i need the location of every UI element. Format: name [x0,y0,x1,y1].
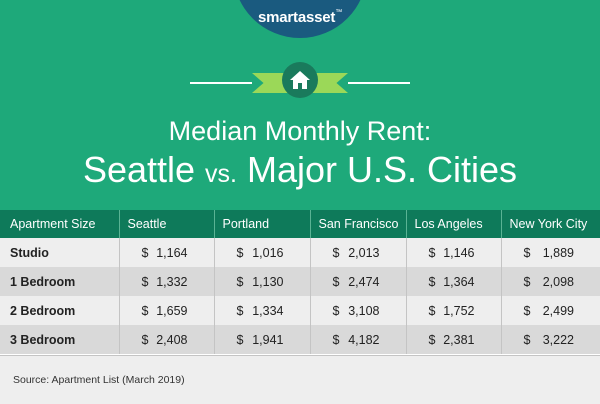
row-label: 1 Bedroom [0,267,119,296]
title-line-2: Seattle vs. Major U.S. Cities [0,149,600,191]
rent-value: 1,889 [542,245,574,260]
row-label: 3 Bedroom [0,325,119,354]
currency-symbol: $ [236,303,244,318]
column-header-seattle: Seattle [118,210,214,238]
source-note: Source: Apartment List (March 2019) [13,374,185,386]
rent-table: Apartment Size Seattle Portland San Francis… [0,210,600,354]
column-header-portland: Portland [213,210,310,238]
rent-value: 3,108 [348,303,380,318]
title-vs: vs. [205,160,237,188]
currency-symbol: $ [428,332,436,347]
row-label: 2 Bedroom [0,296,119,325]
rent-cell-san-francisco: $2,013 [309,238,406,267]
column-header-los-angeles: Los Angeles [405,210,501,238]
rent-value: 1,752 [443,303,475,318]
rent-value: 1,364 [443,274,475,289]
rent-value: 2,013 [348,245,380,260]
rent-value: 1,016 [252,245,284,260]
table-row: 3 Bedroom $2,408 $1,941 $4,182 $2,381 $3,222 [0,325,600,354]
rent-cell-new-york-city: $2,098 [500,267,600,296]
currency-symbol: $ [141,332,149,347]
brand-logo: smartasset™ [233,0,367,38]
rent-cell-seattle: $1,659 [118,296,214,325]
rent-cell-los-angeles: $1,364 [405,267,501,296]
divider-line-right [348,82,410,84]
currency-symbol: $ [332,274,340,289]
rent-cell-new-york-city: $2,499 [500,296,600,325]
currency-symbol: $ [141,303,149,318]
currency-symbol: $ [523,245,531,260]
rent-cell-seattle: $1,332 [118,267,214,296]
rent-value: 2,474 [348,274,380,289]
rent-cell-new-york-city: $1,889 [500,238,600,267]
rent-cell-san-francisco: $2,474 [309,267,406,296]
rent-cell-portland: $1,016 [213,238,310,267]
rent-value: 1,941 [252,332,284,347]
rent-value: 1,659 [156,303,188,318]
rent-value: 2,408 [156,332,188,347]
divider-line-left [190,82,252,84]
rent-value: 2,499 [542,303,574,318]
title-line-1: Median Monthly Rent: [168,116,432,146]
currency-symbol: $ [236,274,244,289]
table-body: Studio $1,164 $1,016 $2,013 $1,146 $1,889 1 Be… [0,238,600,354]
rent-cell-seattle: $1,164 [118,238,214,267]
column-header-new-york-city: New York City [500,210,600,238]
column-header-apartment-size: Apartment Size [0,210,119,238]
currency-symbol: $ [523,274,531,289]
rent-value: 3,222 [542,332,574,347]
rent-value: 4,182 [348,332,380,347]
brand-name: smartasset [257,9,336,26]
currency-symbol: $ [428,303,436,318]
rent-cell-san-francisco: $4,182 [309,325,406,354]
rent-value: 1,334 [252,303,284,318]
currency-symbol: $ [141,245,149,260]
currency-symbol: $ [141,274,149,289]
table-header-row: Apartment Size Seattle Portland San Francis… [0,210,600,238]
currency-symbol: $ [332,303,340,318]
rent-cell-san-francisco: $3,108 [309,296,406,325]
rent-value: 1,146 [443,245,475,260]
rent-value: 2,098 [542,274,574,289]
currency-symbol: $ [428,245,436,260]
rent-value: 1,164 [156,245,188,260]
header-banner: smartasset™ Median Monthly Rent: Seattle… [0,0,600,210]
row-label: Studio [0,238,119,267]
title-city: Seattle [82,149,206,190]
rent-cell-portland: $1,130 [213,267,310,296]
currency-symbol: $ [332,245,340,260]
source-footer: Source: Apartment List (March 2019) [0,355,600,404]
rent-value: 1,332 [156,274,188,289]
currency-symbol: $ [332,332,340,347]
currency-symbol: $ [428,274,436,289]
title-comparison: Major U.S. Cities [236,149,518,190]
rent-value: 1,130 [252,274,284,289]
table-row: 1 Bedroom $1,332 $1,130 $2,474 $1,364 $2,098 [0,267,600,296]
currency-symbol: $ [523,303,531,318]
currency-symbol: $ [236,332,244,347]
currency-symbol: $ [236,245,244,260]
rent-cell-los-angeles: $1,752 [405,296,501,325]
table-row: Studio $1,164 $1,016 $2,013 $1,146 $1,889 [0,238,600,267]
rent-cell-portland: $1,941 [213,325,310,354]
rent-cell-los-angeles: $2,381 [405,325,501,354]
rent-cell-new-york-city: $3,222 [500,325,600,354]
currency-symbol: $ [523,332,531,347]
home-icon [290,71,310,89]
rent-cell-los-angeles: $1,146 [405,238,501,267]
brand-trademark: ™ [335,9,343,16]
rent-cell-portland: $1,334 [213,296,310,325]
column-header-san-francisco: San Francisco [309,210,406,238]
table-row: 2 Bedroom $1,659 $1,334 $3,108 $1,752 $2,499 [0,296,600,325]
home-badge [282,62,318,98]
rent-value: 2,381 [443,332,475,347]
rent-cell-seattle: $2,408 [118,325,214,354]
